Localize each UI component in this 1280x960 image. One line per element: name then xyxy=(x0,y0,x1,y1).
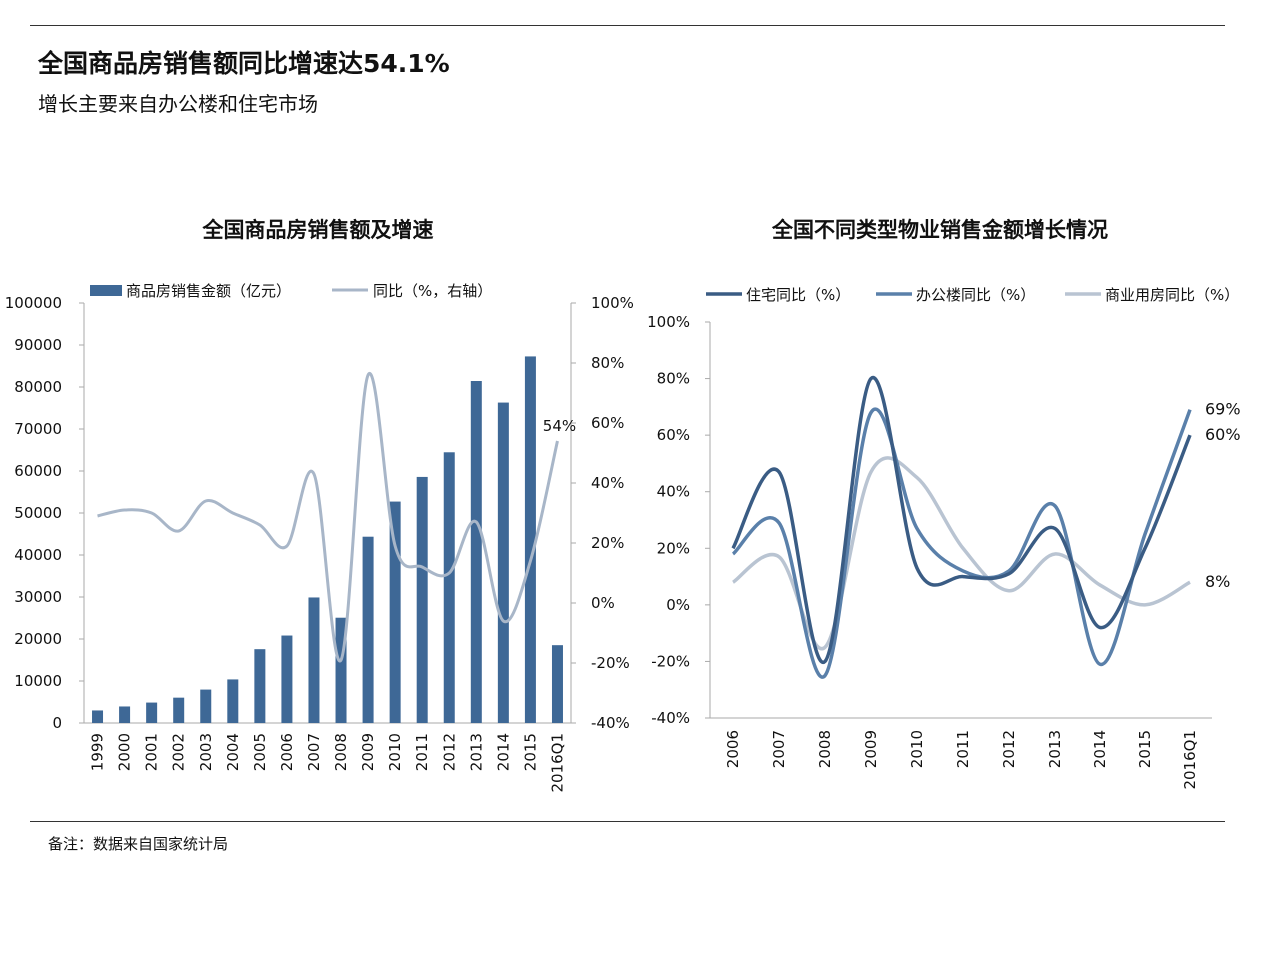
chart1-left-tick-label: 90000 xyxy=(14,336,62,354)
chart1-bar xyxy=(362,536,374,723)
chart2-x-tick-label: 2011 xyxy=(954,730,972,768)
chart2-legend-label: 办公楼同比（%） xyxy=(916,286,1035,304)
chart2-end-label: 69% xyxy=(1205,400,1241,419)
chart2-series-line xyxy=(731,456,1191,651)
chart1-x-tick-label: 2016Q1 xyxy=(548,733,566,793)
chart1-x-tick-label: 2006 xyxy=(278,733,296,771)
chart1-x-tick-label: 2014 xyxy=(494,733,512,771)
chart2-x-tick-label: 2009 xyxy=(862,730,880,768)
chart1-right-tick-label: -40% xyxy=(591,714,630,732)
chart1-right-tick-label: 100% xyxy=(591,294,634,312)
chart1-bar xyxy=(308,597,320,723)
chart2-series-line xyxy=(731,407,1192,679)
chart2-x-tick-label: 2008 xyxy=(816,730,834,768)
chart1-left-tick-label: 30000 xyxy=(14,588,62,606)
chart1-annotation: 54% xyxy=(543,417,576,435)
chart2-x-tick-label: 2012 xyxy=(1000,730,1018,768)
chart1-title: 全国商品房销售额及增速 xyxy=(202,218,434,242)
chart1-x-tick-label: 2010 xyxy=(386,733,404,771)
chart1-left-tick-label: 40000 xyxy=(14,546,62,564)
chart2-y-tick-label: 40% xyxy=(657,483,690,501)
chart1-bar xyxy=(173,697,185,723)
chart1-right-tick-label: 60% xyxy=(591,414,624,432)
chart1-right-tick-label: 40% xyxy=(591,474,624,492)
chart1-x-tick-label: 2015 xyxy=(521,733,539,771)
chart1-right-tick-label: 80% xyxy=(591,354,624,372)
chart1-bar xyxy=(335,617,347,723)
chart2-legend-label: 商业用房同比（%） xyxy=(1105,286,1239,304)
chart1-left-tick-label: 10000 xyxy=(14,672,62,690)
chart1-bar xyxy=(497,402,509,723)
chart1-left-tick-label: 50000 xyxy=(14,504,62,522)
chart1-bar xyxy=(524,356,536,723)
chart2-y-tick-label: 20% xyxy=(657,539,690,557)
chart2-end-label: 8% xyxy=(1205,572,1230,591)
chart1-legend-bar-label: 商品房销售金额（亿元） xyxy=(126,282,291,300)
chart1-legend-line-label: 同比（%，右轴） xyxy=(373,282,492,300)
chart1-right-tick-label: 0% xyxy=(591,594,615,612)
chart2-y-tick-label: 80% xyxy=(657,370,690,388)
chart1-bar xyxy=(551,645,563,723)
chart1-x-tick-label: 2007 xyxy=(305,733,323,771)
footnote: 备注：数据来自国家统计局 xyxy=(48,835,229,853)
chart2-y-tick-label: 60% xyxy=(657,426,690,444)
chart2-y-tick-label: 100% xyxy=(647,313,690,331)
chart1-x-tick-label: 2012 xyxy=(440,733,458,771)
chart2-x-tick-label: 2006 xyxy=(724,730,742,768)
chart1-bar xyxy=(119,706,131,723)
chart1-x-tick-label: 2004 xyxy=(224,733,242,771)
chart1-bar xyxy=(254,649,266,723)
chart1-bar xyxy=(389,501,401,723)
chart1-x-tick-label: 2011 xyxy=(413,733,431,771)
chart1-bar xyxy=(227,679,239,723)
chart2-series-line xyxy=(731,376,1192,664)
chart1-left-tick-label: 20000 xyxy=(14,630,62,648)
chart1-x-tick-label: 2003 xyxy=(197,733,215,771)
chart2-title: 全国不同类型物业销售金额增长情况 xyxy=(771,218,1108,242)
chart1-x-tick-label: 2002 xyxy=(170,733,188,771)
chart1-right-tick-label: -20% xyxy=(591,654,630,672)
chart1-bar xyxy=(443,452,455,723)
chart1-x-tick-label: 2008 xyxy=(332,733,350,771)
chart1-bar xyxy=(416,476,428,723)
chart2-x-tick-label: 2016Q1 xyxy=(1181,730,1199,790)
chart1-x-tick-label: 2013 xyxy=(467,733,485,771)
chart2-y-tick-label: -40% xyxy=(651,709,690,727)
chart2-y-tick-label: -20% xyxy=(651,652,690,670)
chart1-x-tick-label: 2000 xyxy=(116,733,134,771)
chart2-x-tick-label: 2010 xyxy=(908,730,926,768)
chart2-x-tick-label: 2013 xyxy=(1046,730,1064,768)
top-rule xyxy=(30,25,1225,26)
chart1-x-tick-label: 1999 xyxy=(89,733,107,771)
chart2-end-label: 60% xyxy=(1205,425,1241,444)
chart1-legend-bar-swatch xyxy=(90,285,122,296)
chart2-x-tick-label: 2014 xyxy=(1091,730,1109,768)
chart1-left-tick-label: 100000 xyxy=(5,294,62,312)
chart1-yoy-line xyxy=(97,371,559,663)
chart1-bar xyxy=(281,635,293,723)
chart1-x-tick-label: 2009 xyxy=(359,733,377,771)
chart1-left-tick-label: 0 xyxy=(52,714,62,732)
chart1-left-tick-label: 80000 xyxy=(14,378,62,396)
chart2-x-tick-label: 2007 xyxy=(770,730,788,768)
chart1-bar xyxy=(470,381,482,723)
chart1-bar xyxy=(92,710,104,723)
chart1-x-tick-label: 2005 xyxy=(251,733,269,771)
chart1-left-tick-label: 70000 xyxy=(14,420,62,438)
chart2-legend-label: 住宅同比（%） xyxy=(746,286,850,304)
page-subtitle: 增长主要来自办公楼和住宅市场 xyxy=(38,92,318,116)
chart2-y-tick-label: 0% xyxy=(666,596,690,614)
chart1-x-tick-label: 2001 xyxy=(143,733,161,771)
chart1-bar xyxy=(146,702,158,723)
page-title: 全国商品房销售额同比增速达54.1% xyxy=(38,49,450,78)
bottom-rule xyxy=(30,821,1225,822)
chart1-bar xyxy=(200,689,212,723)
chart1-right-tick-label: 20% xyxy=(591,534,624,552)
chart2-x-tick-label: 2015 xyxy=(1136,730,1154,768)
chart1-left-tick-label: 60000 xyxy=(14,462,62,480)
